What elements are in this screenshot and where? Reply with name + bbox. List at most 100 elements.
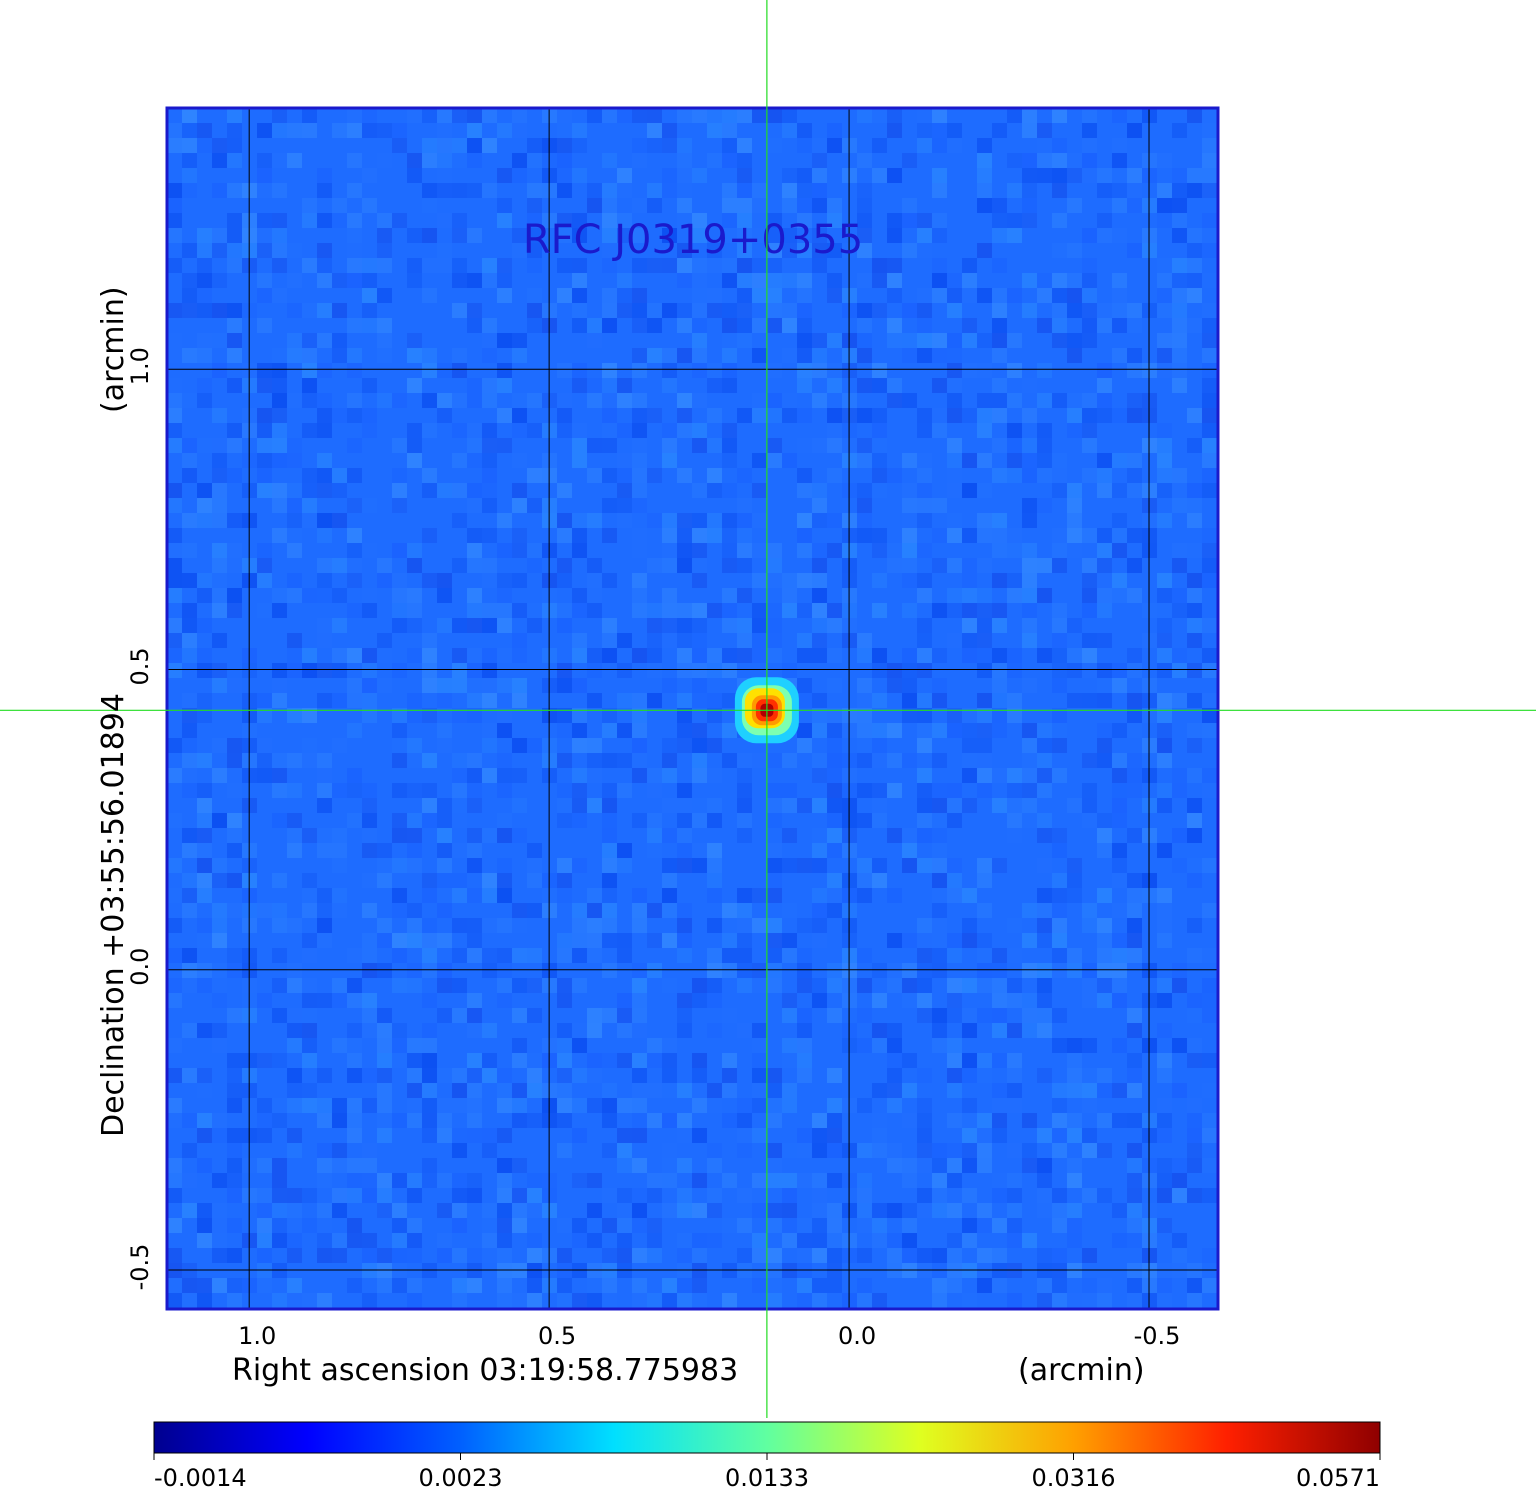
noise-pixel xyxy=(362,318,377,333)
noise-pixel xyxy=(362,693,377,708)
noise-pixel xyxy=(1097,993,1112,1008)
noise-pixel xyxy=(1007,453,1022,468)
noise-pixel xyxy=(662,588,677,603)
noise-pixel xyxy=(392,1278,407,1293)
x-tick-label: 1.0 xyxy=(238,1322,276,1350)
noise-pixel xyxy=(827,783,842,798)
noise-pixel xyxy=(722,1218,737,1233)
noise-pixel xyxy=(857,678,872,693)
noise-pixel xyxy=(527,1263,542,1278)
noise-pixel xyxy=(857,408,872,423)
noise-pixel xyxy=(1112,138,1127,153)
noise-pixel xyxy=(392,1173,407,1188)
noise-pixel xyxy=(1127,888,1142,903)
noise-pixel xyxy=(647,1038,662,1053)
noise-pixel xyxy=(662,753,677,768)
noise-pixel xyxy=(362,258,377,273)
noise-pixel xyxy=(422,528,437,543)
noise-pixel xyxy=(797,633,812,648)
noise-pixel xyxy=(872,873,887,888)
noise-pixel xyxy=(527,603,542,618)
noise-pixel xyxy=(467,828,482,843)
noise-pixel xyxy=(707,303,722,318)
noise-pixel xyxy=(482,1023,497,1038)
noise-pixel xyxy=(617,1008,632,1023)
noise-pixel xyxy=(587,768,602,783)
noise-pixel xyxy=(767,918,782,933)
noise-pixel xyxy=(947,1143,962,1158)
noise-pixel xyxy=(512,1008,527,1023)
noise-pixel xyxy=(857,1008,872,1023)
noise-pixel xyxy=(797,918,812,933)
noise-pixel xyxy=(182,138,197,153)
noise-pixel xyxy=(767,543,782,558)
noise-pixel xyxy=(257,408,272,423)
noise-pixel xyxy=(512,603,527,618)
noise-pixel xyxy=(962,1158,977,1173)
noise-pixel xyxy=(197,1113,212,1128)
noise-pixel xyxy=(272,1233,287,1248)
noise-pixel xyxy=(452,663,467,678)
noise-pixel xyxy=(872,573,887,588)
noise-pixel xyxy=(662,348,677,363)
noise-pixel xyxy=(752,1203,767,1218)
noise-pixel xyxy=(197,618,212,633)
noise-pixel xyxy=(1202,183,1217,198)
noise-pixel xyxy=(827,273,842,288)
noise-pixel xyxy=(902,528,917,543)
noise-pixel xyxy=(1187,663,1202,678)
noise-pixel xyxy=(287,453,302,468)
noise-pixel xyxy=(917,918,932,933)
noise-pixel xyxy=(707,258,722,273)
noise-pixel xyxy=(887,1038,902,1053)
noise-pixel xyxy=(677,828,692,843)
noise-pixel xyxy=(647,1053,662,1068)
noise-pixel xyxy=(737,963,752,978)
noise-pixel xyxy=(602,363,617,378)
noise-pixel xyxy=(452,948,467,963)
noise-pixel xyxy=(647,1293,662,1308)
noise-pixel xyxy=(497,123,512,138)
noise-pixel xyxy=(452,873,467,888)
noise-pixel xyxy=(1037,903,1052,918)
noise-pixel xyxy=(167,1278,182,1293)
noise-pixel xyxy=(962,933,977,948)
noise-pixel xyxy=(482,1143,497,1158)
noise-pixel xyxy=(482,108,497,123)
noise-pixel xyxy=(1037,1008,1052,1023)
noise-pixel xyxy=(962,1143,977,1158)
noise-pixel xyxy=(167,483,182,498)
noise-pixel xyxy=(197,978,212,993)
noise-pixel xyxy=(812,1293,827,1308)
noise-pixel xyxy=(317,768,332,783)
noise-pixel xyxy=(332,333,347,348)
noise-pixel xyxy=(362,1293,377,1308)
noise-pixel xyxy=(887,963,902,978)
noise-pixel xyxy=(632,1278,647,1293)
noise-pixel xyxy=(962,633,977,648)
noise-pixel xyxy=(797,678,812,693)
noise-pixel xyxy=(332,513,347,528)
noise-pixel xyxy=(887,1203,902,1218)
noise-pixel xyxy=(1157,918,1172,933)
noise-pixel xyxy=(227,258,242,273)
noise-pixel xyxy=(227,738,242,753)
noise-pixel xyxy=(752,1083,767,1098)
noise-pixel xyxy=(887,168,902,183)
noise-pixel xyxy=(1187,993,1202,1008)
y-tick-label: 1.0 xyxy=(126,347,154,385)
noise-pixel xyxy=(1157,258,1172,273)
noise-pixel xyxy=(437,903,452,918)
noise-pixel xyxy=(1172,318,1187,333)
noise-pixel xyxy=(587,513,602,528)
noise-pixel xyxy=(632,1248,647,1263)
noise-pixel xyxy=(632,543,647,558)
noise-pixel xyxy=(407,903,422,918)
noise-pixel xyxy=(1172,498,1187,513)
noise-pixel xyxy=(272,1113,287,1128)
noise-pixel xyxy=(662,138,677,153)
noise-pixel xyxy=(1067,273,1082,288)
noise-pixel xyxy=(497,288,512,303)
noise-pixel xyxy=(287,1188,302,1203)
noise-pixel xyxy=(272,393,287,408)
